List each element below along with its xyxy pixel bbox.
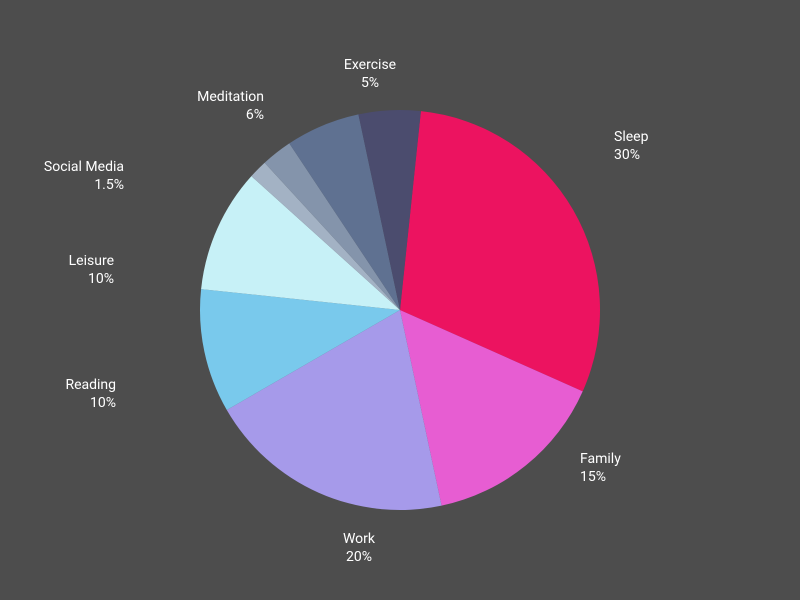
pie-chart: Sleep30%Family15%Work20%Reading10%Leisur…: [0, 0, 800, 600]
label-exercise: Exercise5%: [344, 56, 396, 92]
slice-label-percent: 1.5%: [44, 176, 124, 194]
slice-label-percent: 5%: [344, 74, 396, 92]
slice-label-name: Sleep: [614, 128, 648, 146]
slice-label-percent: 10%: [69, 270, 114, 288]
slice-label-percent: 6%: [197, 106, 264, 124]
label-social-media: Social Media1.5%: [44, 158, 124, 194]
slice-label-name: Reading: [65, 376, 116, 394]
slice-label-name: Exercise: [344, 56, 396, 74]
slice-label-percent: 15%: [580, 468, 621, 486]
slice-label-name: Work: [343, 530, 375, 548]
slice-label-name: Family: [580, 450, 621, 468]
slice-label-name: Leisure: [69, 252, 114, 270]
label-reading: Reading10%: [65, 376, 116, 412]
label-meditation: Meditation6%: [197, 88, 264, 124]
slice-label-percent: 20%: [343, 548, 375, 566]
label-sleep: Sleep30%: [614, 128, 648, 164]
slice-label-name: Social Media: [44, 158, 124, 176]
slice-label-percent: 10%: [65, 394, 116, 412]
slice-label-name: Meditation: [197, 88, 264, 106]
label-leisure: Leisure10%: [69, 252, 114, 288]
pie-svg: [0, 0, 800, 600]
label-work: Work20%: [343, 530, 375, 566]
label-family: Family15%: [580, 450, 621, 486]
slice-label-percent: 30%: [614, 146, 648, 164]
